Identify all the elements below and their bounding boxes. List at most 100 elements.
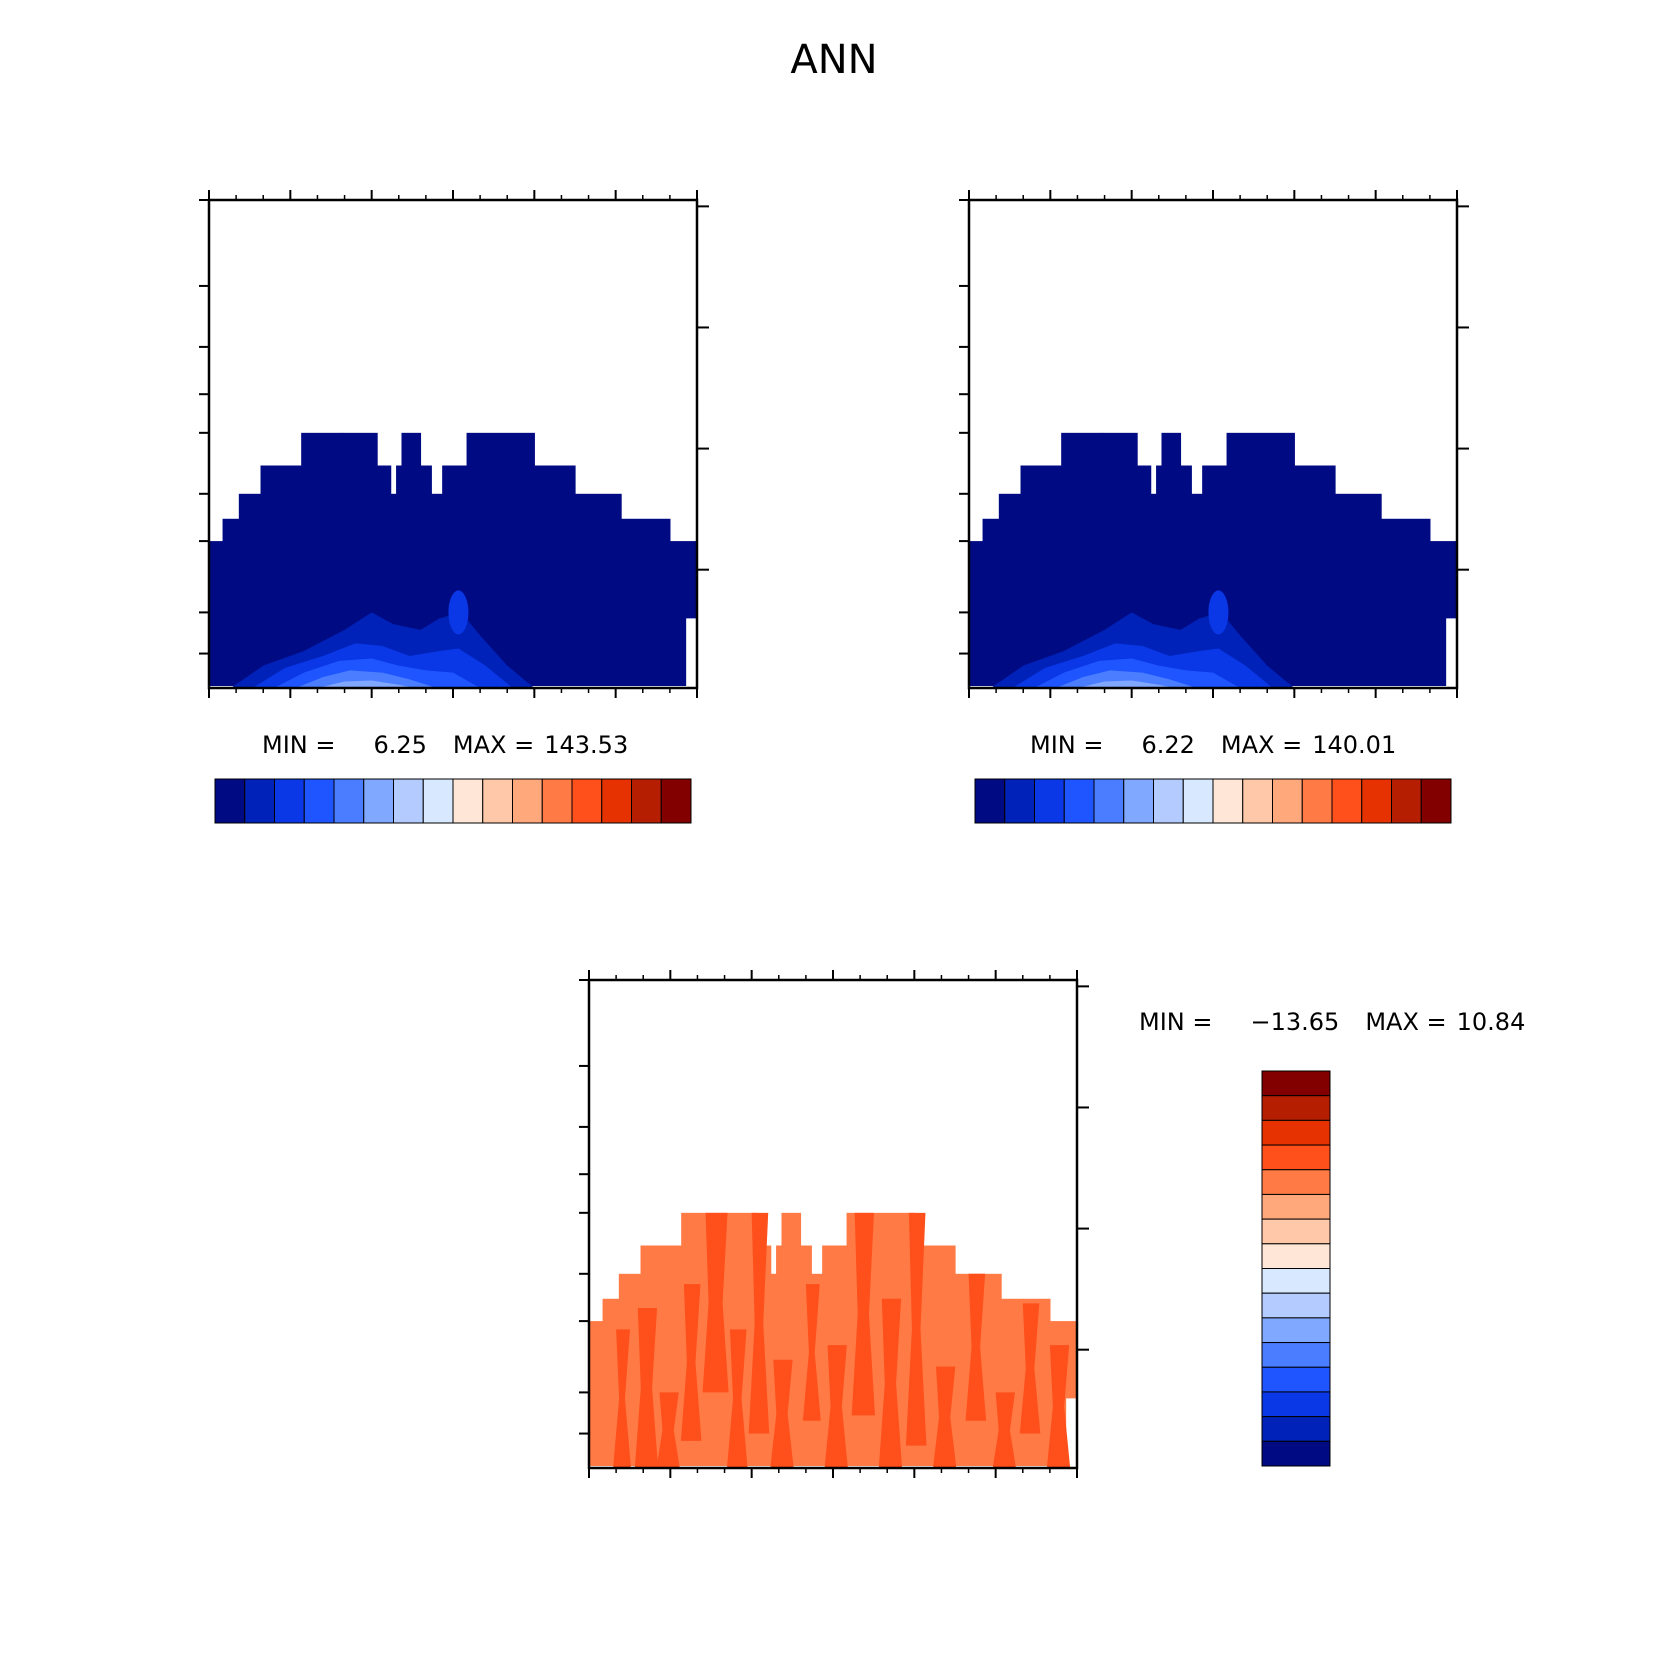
colorbar-swatch [601,778,632,824]
cloud-column [800,1245,812,1466]
colorbar-swatch [1261,1144,1331,1171]
cloud-column [575,493,622,686]
contour-field [209,432,697,688]
colorbar-swatch [1261,1193,1331,1220]
cloud-column [1294,465,1336,686]
cloud-column [969,541,984,686]
panel-top-right: MIN = 6.22 MAX = 140.01 [959,190,1469,824]
contour-band [680,1284,702,1441]
cloud-column [1161,432,1182,686]
max-value: 143.53 [544,731,628,759]
contour-band [656,1392,680,1468]
cloud-column [998,493,1022,686]
cloud-column [390,493,397,686]
colorbar-swatch [244,778,275,824]
cloud-column [1180,465,1192,686]
min-value: −13.65 [1250,1008,1339,1036]
panel-bottom: MIN = −13.65 MAX = 10.84 [579,970,1525,1478]
min-label: MIN = [1139,1008,1212,1036]
contour-band [824,1345,848,1468]
colorbar-swatch [1261,1416,1331,1442]
min-value: 6.25 [373,731,426,759]
cloud-column [811,1273,823,1466]
colorbar-swatch [512,778,543,824]
colorbar-swatch [1261,1218,1331,1245]
colorbar-swatch [1261,1268,1331,1294]
contour-band [317,680,416,688]
cloud-column [982,518,1000,686]
colorbar-swatch [1261,1243,1331,1269]
colorbar-swatch [974,778,1006,824]
colorbar-swatch [1063,778,1095,824]
cloud-column [1156,465,1163,686]
contour-band [1019,1303,1041,1434]
contour-band [613,1329,631,1468]
min-label: MIN = [262,731,335,759]
cloud-column [431,493,443,686]
colorbar-swatch [1261,1095,1331,1121]
cloud-column [1335,493,1382,686]
colorbar [974,778,1452,824]
cloud-column [589,1321,604,1466]
colorbar-swatch [363,778,394,824]
colorbar-swatch [1261,1440,1331,1467]
contour-band [802,1284,821,1421]
contour-band [965,1273,987,1421]
page-title: ANN [790,37,877,83]
max-value: 140.01 [1312,731,1396,759]
contour-band [1046,1345,1071,1468]
colorbar-swatch [1261,1391,1331,1418]
colorbar [214,778,692,824]
cloud-column [222,518,240,686]
colorbar-swatch [1261,1366,1331,1393]
min-value: 6.22 [1141,731,1194,759]
colorbar-swatch [1123,778,1154,824]
colorbar-swatch [1391,778,1422,824]
colorbar-swatch [1261,1169,1331,1195]
colorbar-swatch [1261,1119,1331,1146]
contour-band [878,1298,903,1468]
cloud-column [1150,493,1157,686]
cloud-column [420,465,432,686]
colorbar-swatch [1261,1342,1331,1368]
colorbar-swatch [660,778,692,824]
contour-band [448,590,469,635]
colorbar-swatch [1420,778,1452,824]
cloud-column [1191,493,1203,686]
cloud-column [776,1245,783,1466]
colorbar-swatch [1331,778,1363,824]
colorbar-swatch [1301,778,1333,824]
colorbar-swatch [1212,778,1244,824]
contour-band [770,1359,794,1468]
cloud-column [534,465,576,686]
max-label: MAX = [1365,1008,1446,1036]
colorbar-swatch [1361,778,1392,824]
panel-top-left: MIN = 6.25 MAX = 143.53 [199,190,709,824]
colorbar-swatch [274,778,305,824]
contour-band [1055,670,1197,688]
contour-band [748,1212,770,1434]
colorbar-swatch [1004,778,1035,824]
contour-field [969,432,1457,688]
missing-data-notch [1448,640,1457,686]
contour-band [295,670,437,688]
missing-data-notch [1068,1420,1077,1466]
colorbar-swatch [631,778,662,824]
colorbar-swatch [1182,778,1214,824]
colorbar-swatch [333,778,365,824]
contour-band [702,1212,729,1393]
contour-band [726,1329,748,1468]
colorbar-swatch [571,778,603,824]
min-max-readout: MIN = −13.65 MAX = 10.84 [1139,1008,1525,1036]
panels: MIN = 6.25 MAX = 143.53 MIN = 6.22 MAX = 140.01… [199,190,1525,1478]
colorbar-swatch [541,778,573,824]
colorbar-swatch [1261,1317,1331,1344]
colorbar-swatch [422,778,454,824]
colorbar-swatch [1272,778,1303,824]
min-max-readout: MIN = 6.22 MAX = 140.01 [1030,731,1396,759]
max-value: 10.84 [1457,1008,1526,1036]
colorbar-swatch [303,778,335,824]
colorbar-swatch [452,778,484,824]
missing-data-notch [688,640,697,686]
